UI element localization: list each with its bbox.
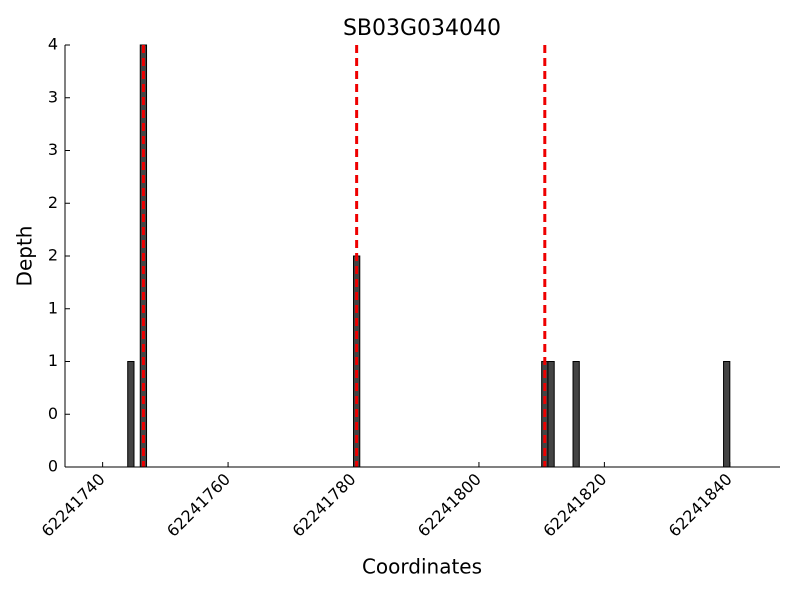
x-tick-label: 62241800 (414, 470, 485, 541)
y-axis-label: Depth (13, 226, 37, 287)
x-tick-label: 62241820 (539, 470, 610, 541)
y-tick-label: 0 (48, 457, 58, 476)
bar (723, 361, 731, 468)
x-tick-label: 62241780 (288, 470, 359, 541)
x-axis-label: Coordinates (362, 555, 482, 579)
y-tick-label: 2 (48, 246, 58, 265)
y-tick-label: 0 (48, 404, 58, 423)
y-tick-label: 1 (48, 351, 58, 370)
chart-title: SB03G034040 (343, 16, 501, 41)
y-tick-label: 4 (48, 35, 58, 54)
y-tick-label: 3 (48, 87, 58, 106)
y-tick-label: 2 (48, 193, 58, 212)
x-tick-label: 62241760 (163, 470, 234, 541)
bar (572, 361, 580, 468)
y-tick-label: 1 (48, 298, 58, 317)
x-tick-label: 62241840 (665, 470, 736, 541)
bar (547, 361, 555, 468)
x-tick-label: 62241740 (38, 470, 109, 541)
bar (127, 361, 135, 468)
y-tick-label: 3 (48, 140, 58, 159)
